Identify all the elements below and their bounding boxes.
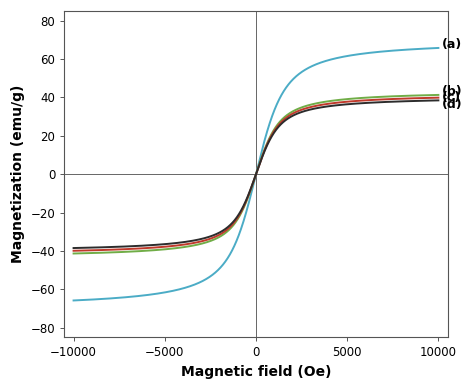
Text: (a): (a) [442,37,462,51]
Text: (d): (d) [442,98,463,111]
X-axis label: Magnetic field (Oe): Magnetic field (Oe) [181,365,331,379]
Text: (b): (b) [442,85,463,98]
Y-axis label: Magnetization (emu/g): Magnetization (emu/g) [11,85,25,263]
Text: (c): (c) [442,91,461,104]
